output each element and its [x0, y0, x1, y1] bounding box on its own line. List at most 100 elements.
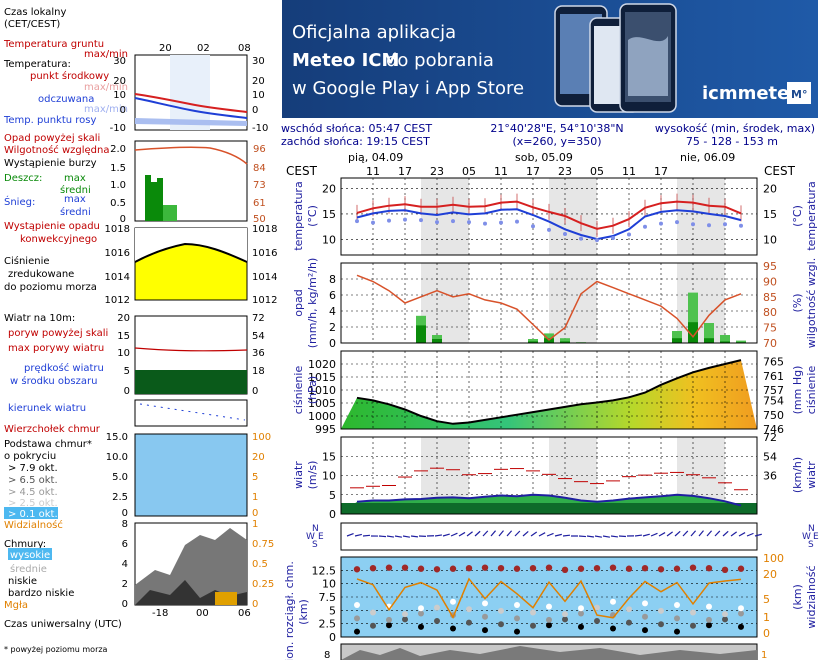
compass-w-r: W — [802, 532, 811, 542]
temp-tick: 20 — [322, 182, 336, 195]
wind-arrow — [362, 534, 371, 537]
mini-fog-tick: 0.5 — [252, 559, 268, 570]
cloud-base-dot — [578, 623, 584, 630]
precip-max-bar — [672, 331, 682, 343]
wind-arrow — [434, 534, 443, 537]
mini-cloud-tick: 15.0 — [106, 432, 128, 443]
press-tick: 1020 — [308, 358, 336, 371]
mini-fog-tick: 0.75 — [252, 539, 274, 550]
wind-arrow — [578, 535, 587, 538]
wind-arrow — [562, 534, 571, 537]
mini-vis-tick: 5 — [252, 472, 258, 483]
mini-wind-tick: 5 — [124, 366, 130, 377]
hour-label: 17 — [526, 165, 540, 178]
legend-ground-maxmin: max/min — [84, 49, 128, 60]
gust-series — [350, 467, 748, 491]
promo-banner[interactable]: Oficjalna aplikacja Meteo ICM do pobrani… — [282, 0, 818, 118]
dew-point — [675, 220, 679, 225]
wind-axis-label-r: wiatr — [805, 461, 818, 489]
night-band — [677, 178, 725, 255]
legend-wind-speed-1: prędkość wiatru — [24, 362, 104, 374]
cloud-cover-area — [341, 646, 757, 660]
cloud-axis-label-l: pion. rozciągł. chm. — [283, 561, 296, 660]
wind-ticks-left: 0 5 10 15 — [322, 450, 336, 521]
legend-snow-avg: średni — [60, 206, 91, 218]
press-tick-r: 754 — [763, 395, 784, 408]
phone-3-map — [628, 36, 668, 96]
legend-storm: Wystąpienie burzy — [4, 158, 97, 169]
cloud-top-dot — [417, 565, 425, 572]
wind-area — [341, 493, 757, 514]
legend-humidity: Wilgotność względna — [4, 144, 109, 156]
cloud-top-dot — [657, 566, 665, 573]
legend-convective-1: Wystąpienie opadu — [4, 221, 100, 232]
cloud-base-dot — [354, 628, 360, 635]
cloud-top-dot — [609, 564, 617, 571]
wind-arrow — [402, 535, 411, 538]
wind-tick: 0 — [329, 508, 336, 521]
mini-vis-tick: 100 — [252, 432, 271, 443]
precip-axis-label-r: wilgotność wzgl. — [805, 258, 818, 348]
legend-mid: średnie — [10, 563, 47, 575]
legend-okt65: > 6.5 okt. — [8, 475, 58, 486]
cloud-base-dot — [738, 623, 744, 630]
temperature-panel: 10 15 20 10 15 20 temperatura (°C) (°C) temp… — [292, 177, 818, 256]
mini-clouds-tick: 4 — [122, 559, 128, 570]
mini-vis-tick: 20 — [252, 452, 265, 463]
wind-arrow — [746, 532, 754, 537]
hour-label: 23 — [558, 165, 572, 178]
legend-pressure-3: do poziomu morza — [4, 282, 97, 293]
cloud-base-dot — [706, 603, 712, 610]
cloud-top-dot — [577, 565, 585, 572]
wind-tick: 5 — [329, 489, 336, 502]
visibility-tick: 5 — [763, 593, 770, 606]
dew-point — [739, 223, 743, 228]
cloud-cover-tick: 8 — [324, 650, 330, 660]
mini-humidity-line — [134, 146, 248, 165]
cloud-top-dot — [593, 565, 601, 572]
dew-point — [547, 227, 551, 232]
banner-logo-box-text: M° — [791, 88, 807, 101]
cloud-base-dot — [626, 606, 632, 613]
legend-dew: Temp. punktu rosy — [3, 115, 96, 126]
precip-avg-bar — [672, 338, 682, 343]
precip-max-bar — [560, 338, 570, 343]
cloud-base-dot — [466, 619, 472, 626]
banner-background[interactable] — [282, 0, 818, 118]
cloud-top-dot — [721, 566, 729, 573]
mini-temp-tick: 20 — [113, 76, 126, 87]
cloud-tick: 2.5 — [319, 618, 337, 631]
mini-pressure-tick: 1012 — [105, 295, 130, 306]
cloud-base-dot — [546, 603, 552, 610]
night-band — [677, 263, 725, 343]
humidity-series — [356, 274, 742, 341]
mini-top-hour-3: 08 — [238, 43, 251, 54]
mini-clouds-tick: 0 — [122, 599, 128, 610]
legend-wind-speed-2: w środku obszaru — [10, 375, 97, 387]
cloud-base-dot — [418, 610, 424, 617]
precip-axis-unit-l: (mm/h, kg/m²/h) — [306, 258, 319, 349]
cloud-base-dot — [562, 611, 568, 618]
mini-wind-tick: 0 — [124, 386, 130, 397]
legend-point-mid: punkt środkowy — [30, 70, 109, 82]
wind-speed-band — [341, 503, 757, 514]
dew-point — [371, 220, 375, 225]
hour-labels: 11 17 23 05 11 17 23 05 11 17 — [366, 165, 668, 178]
cloud-base-dot — [450, 625, 456, 632]
dew-point — [403, 217, 407, 222]
press-tick-r: 750 — [763, 409, 784, 422]
mini-fog-tick: 0 — [252, 599, 258, 610]
cloud-top-dot — [497, 565, 505, 572]
precip-frame — [340, 262, 758, 344]
mini-cloud-tick: 10.0 — [106, 452, 128, 463]
temp-tick-r: 15 — [763, 208, 777, 221]
mini-precip-bar — [163, 205, 177, 221]
wind-arrow — [722, 530, 729, 537]
mini-precip-bar — [157, 178, 163, 221]
cloud-axis-unit-r: (km) — [791, 584, 804, 610]
press-tick-r: 757 — [763, 384, 784, 397]
